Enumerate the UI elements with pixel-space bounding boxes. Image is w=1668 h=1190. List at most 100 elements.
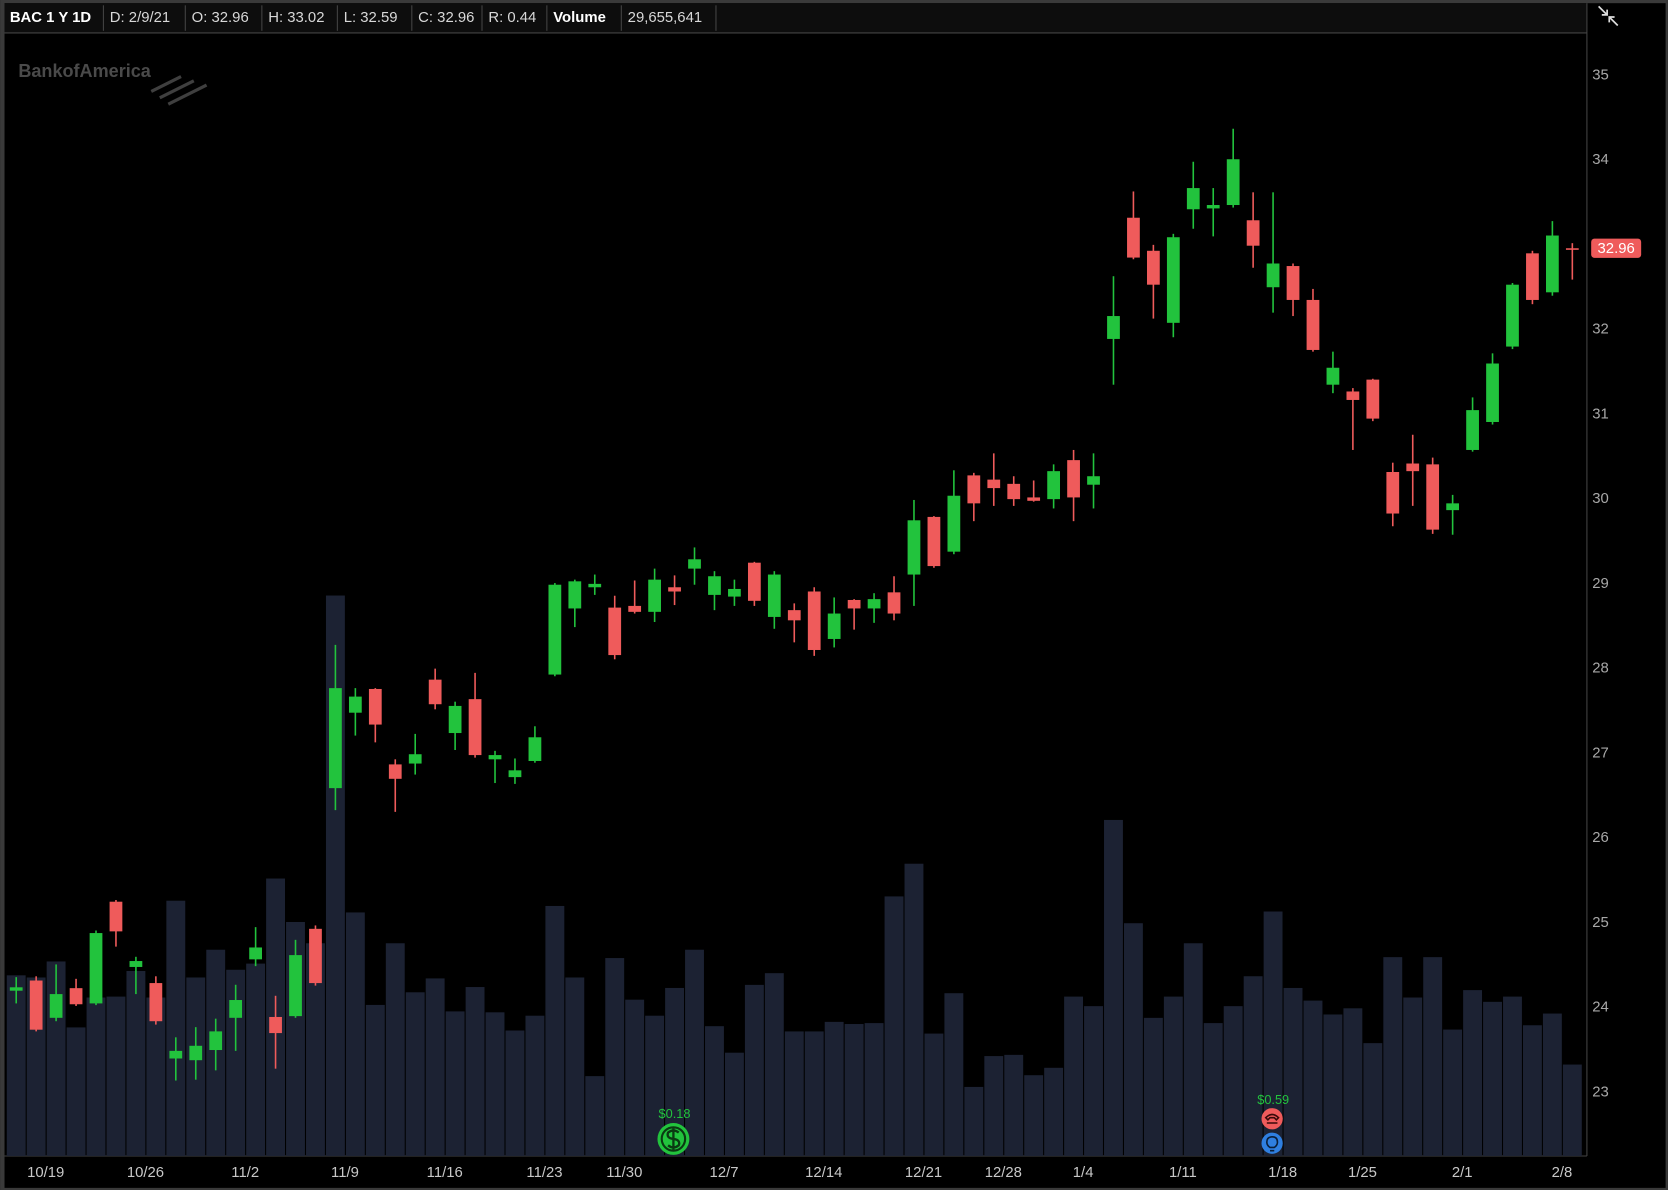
candle-body [1306, 299, 1320, 350]
volume-bar [764, 973, 784, 1156]
volume-bar [585, 1076, 605, 1156]
volume-bar [146, 997, 166, 1156]
x-tick-label: 11/23 [526, 1165, 562, 1181]
volume-bar [944, 993, 964, 1156]
collapse-arrows [1598, 5, 1619, 27]
candle-body [1326, 367, 1340, 385]
volume-bar [964, 1086, 984, 1156]
candle-body [249, 947, 262, 960]
volume-bar [405, 992, 425, 1156]
volume-bar [724, 1052, 744, 1156]
candle-body [847, 599, 861, 609]
volume-bar [1084, 1006, 1103, 1156]
candle-body [927, 516, 941, 567]
volume-bar [1483, 1001, 1502, 1156]
watermark: BankofAmerica [18, 61, 151, 81]
volume-bar [1243, 976, 1263, 1156]
collapse-icon[interactable] [1598, 5, 1619, 27]
volume-bar [545, 905, 565, 1156]
volume-bar [1542, 1013, 1562, 1156]
volume-bar [705, 1026, 724, 1156]
candle-body [648, 579, 661, 612]
candle-body [1226, 159, 1240, 206]
y-tick-label: 26 [1592, 830, 1609, 846]
volume-bar [1343, 1008, 1363, 1156]
candle-body [269, 1016, 282, 1034]
candle-body [1286, 266, 1300, 300]
volume-bar [425, 978, 445, 1156]
candle-body [368, 688, 382, 725]
candle-body [1506, 284, 1519, 347]
volume-bar [1403, 997, 1423, 1156]
x-tick-label: 11/9 [331, 1165, 359, 1181]
candle-body [1107, 316, 1120, 339]
y-tick-label: 32 [1592, 322, 1609, 338]
header-volume-label: Volume [553, 10, 606, 26]
volume-bar [1562, 1064, 1582, 1156]
volume-bar [1123, 923, 1143, 1156]
volume-bar [924, 1033, 944, 1156]
y-tick-label: 27 [1592, 745, 1609, 761]
y-tick-label: 35 [1592, 67, 1609, 83]
volume-bar [1323, 1014, 1343, 1156]
logo-stripe [159, 79, 195, 100]
volume-bar [485, 1012, 505, 1156]
candle-body [947, 495, 961, 552]
dollar-sign [666, 1128, 681, 1150]
candle-body [448, 705, 462, 734]
header-volume: 29,655,641 [628, 10, 702, 26]
volume-bar [6, 975, 26, 1156]
candle-body [528, 737, 542, 762]
candle-body [428, 679, 442, 705]
volume-bar [864, 1023, 884, 1156]
volume-bar [1223, 1006, 1243, 1156]
x-tick-label: 10/19 [27, 1165, 64, 1181]
candle-body [987, 479, 1001, 489]
candle-body [907, 520, 921, 575]
candle-body [1127, 217, 1140, 258]
volume-bar [1463, 990, 1483, 1156]
candle-body [1565, 248, 1579, 250]
symbol[interactable]: BAC 1 Y 1D [10, 10, 92, 26]
candle-body [1067, 460, 1080, 498]
y-tick-label: 25 [1592, 915, 1609, 931]
dividend-icon-ring [660, 1126, 687, 1152]
volume-bar [1423, 957, 1443, 1156]
x-tick-label: 1/4 [1073, 1165, 1094, 1181]
dividend-marker[interactable]: $0.18 [657, 1106, 690, 1155]
candle-body [548, 584, 562, 675]
volume-bar [605, 958, 625, 1156]
earnings-icon [1261, 1108, 1283, 1130]
y-tick-label: 28 [1592, 661, 1609, 677]
volume-bar [445, 1011, 465, 1156]
candle-body [807, 591, 821, 650]
earnings-marker[interactable]: $0.59 [1257, 1092, 1289, 1154]
candle-body [668, 587, 681, 592]
earnings-label: $0.59 [1257, 1092, 1289, 1107]
volume-bar [1183, 943, 1203, 1156]
candle-body [1466, 410, 1479, 450]
y-tick-label: 29 [1592, 576, 1609, 592]
x-tick-label: 1/11 [1169, 1165, 1197, 1181]
candle-body [867, 599, 881, 609]
volume-bar [306, 943, 325, 1156]
x-tick-label: 12/21 [905, 1165, 942, 1181]
candle-body [309, 928, 322, 984]
candle-body [1486, 363, 1499, 422]
header-low: L: 32.59 [344, 10, 398, 26]
candle-body [209, 1031, 223, 1051]
x-tick-label: 12/7 [710, 1165, 739, 1181]
volume-bar [1163, 996, 1183, 1156]
candle-body [1406, 463, 1420, 472]
candle-body [1546, 235, 1559, 293]
volume-bar [1383, 957, 1403, 1156]
candle-body [1266, 263, 1280, 288]
candle-body [388, 764, 402, 779]
volume-bar [804, 1031, 824, 1156]
volume-bar [1363, 1043, 1383, 1156]
plot-area [6, 128, 1582, 1156]
x-tick-label: 10/26 [127, 1165, 164, 1181]
candle-body [109, 901, 123, 932]
candle-body [29, 980, 43, 1030]
